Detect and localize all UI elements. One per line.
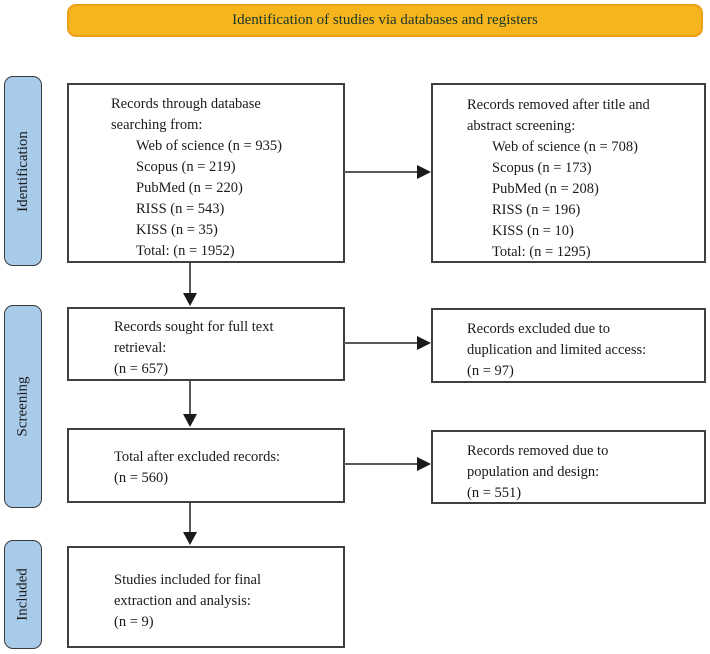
box-text-line: Total: (n = 1952) bbox=[136, 243, 235, 259]
box-text-line: retrieval: bbox=[114, 340, 167, 356]
stage-label-included-text: Included bbox=[14, 568, 31, 621]
arrow-total-to-included-icon bbox=[183, 503, 197, 545]
stage-label-screening: Screening bbox=[4, 305, 42, 508]
banner-title: Identification of studies via databases … bbox=[232, 12, 538, 28]
box-text-line: (n = 657) bbox=[114, 361, 169, 377]
box-text-line: extraction and analysis: bbox=[114, 593, 251, 609]
box-text-line: (n = 97) bbox=[467, 363, 514, 379]
box-records-excluded-duplication: Records excluded due to duplication and … bbox=[431, 308, 706, 383]
box-text-line: KISS (n = 35) bbox=[136, 222, 218, 238]
box-text-line: RISS (n = 543) bbox=[136, 201, 225, 217]
box-text-line: (n = 9) bbox=[114, 614, 154, 630]
box-text-line: duplication and limited access: bbox=[467, 342, 647, 358]
box-text-line: RISS (n = 196) bbox=[492, 202, 581, 218]
arrow-dbsearch-to-removed-icon bbox=[344, 165, 431, 179]
arrow-fulltext-to-total-icon bbox=[183, 381, 197, 427]
box-records-removed-population-design: Records removed due to population and de… bbox=[431, 430, 706, 504]
arrow-total-to-removed-population-icon bbox=[344, 457, 431, 471]
box-total-after-excluded: Total after excluded records: (n = 560) bbox=[67, 428, 345, 503]
stage-label-included: Included bbox=[4, 540, 42, 649]
box-studies-included-final: Studies included for final extraction an… bbox=[67, 546, 345, 648]
box-text-line: Records removed due to bbox=[467, 443, 609, 459]
arrow-dbsearch-to-fulltext-icon bbox=[183, 263, 197, 306]
box-records-sought-fulltext: Records sought for full text retrieval: … bbox=[67, 307, 345, 381]
box-text-line: Web of science (n = 935) bbox=[136, 138, 282, 154]
box-text-line: Scopus (n = 173) bbox=[492, 160, 592, 176]
stage-label-screening-text: Screening bbox=[14, 376, 31, 437]
box-text-line: PubMed (n = 220) bbox=[136, 180, 243, 196]
box-text-line: Scopus (n = 219) bbox=[136, 159, 236, 175]
box-records-database-search: Records through database searching from:… bbox=[67, 83, 345, 263]
box-text-line: KISS (n = 10) bbox=[492, 223, 574, 239]
box-text-line: Records excluded due to bbox=[467, 321, 610, 337]
box-text-line: Total: (n = 1295) bbox=[492, 244, 591, 260]
stage-label-identification-text: Identification bbox=[14, 130, 31, 212]
box-text-line: (n = 560) bbox=[114, 470, 169, 486]
arrow-fulltext-to-excluded-icon bbox=[344, 336, 431, 350]
box-text-line: Total after excluded records: bbox=[114, 449, 281, 465]
box-text-line: Records removed after title and bbox=[467, 97, 650, 113]
box-records-removed-title-abstract: Records removed after title and abstract… bbox=[431, 83, 706, 263]
box-text-line: population and design: bbox=[467, 464, 600, 480]
banner: Identification of studies via databases … bbox=[67, 4, 703, 37]
box-text-line: Records sought for full text bbox=[114, 319, 274, 335]
stage-label-identification: Identification bbox=[4, 76, 42, 266]
box-text-line: Studies included for final bbox=[114, 572, 261, 588]
box-text-line: Records through database bbox=[111, 96, 261, 112]
box-text-line: abstract screening: bbox=[467, 118, 576, 134]
box-text-line: searching from: bbox=[111, 117, 203, 133]
box-text-line: Web of science (n = 708) bbox=[492, 139, 638, 155]
box-text-line: (n = 551) bbox=[467, 485, 522, 501]
box-text-line: PubMed (n = 208) bbox=[492, 181, 599, 197]
